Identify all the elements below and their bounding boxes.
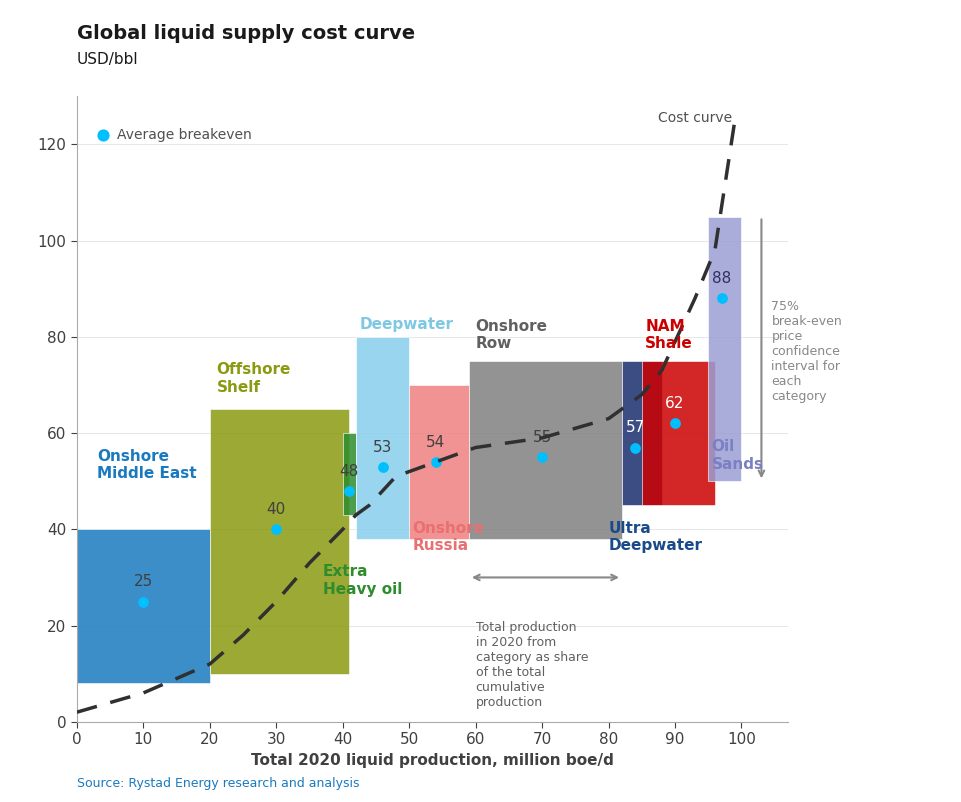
Text: Source: Rystad Energy research and analysis: Source: Rystad Energy research and analy… [77,777,359,790]
Text: 53: 53 [373,439,392,455]
Text: 88: 88 [712,271,731,286]
Text: Total production
in 2020 from
category as share
of the total
cumulative
producti: Total production in 2020 from category a… [476,621,588,709]
Bar [622,361,662,505]
Text: 57: 57 [626,420,645,435]
Point [628,441,643,454]
Text: 40: 40 [266,502,285,517]
Text: 75%
break-even
price
confidence
interval for
each
category: 75% break-even price confidence interval… [772,300,842,403]
Text: 48: 48 [340,464,359,479]
Bar [343,433,356,515]
Text: Onshore
Middle East: Onshore Middle East [97,449,196,481]
Text: 55: 55 [532,430,552,445]
Text: Cost curve: Cost curve [658,111,732,124]
Text: 54: 54 [426,435,445,450]
Point [534,451,550,464]
Point [375,460,390,473]
Text: 62: 62 [665,396,685,411]
X-axis label: Total 2020 liquid production, million boe/d: Total 2020 liquid production, million bo… [251,753,614,768]
Point [428,456,443,468]
Text: NAM
Shale: NAM Shale [645,319,693,351]
Text: Oil
Sands: Oil Sands [711,439,764,472]
Bar [642,361,715,505]
Bar [77,529,209,683]
Text: Onshore
Row: Onshore Row [476,319,548,351]
Bar [209,409,350,674]
Text: Extra
Heavy oil: Extra Heavy oil [323,565,402,597]
Point [136,595,151,608]
Point [268,523,283,536]
Bar [409,385,469,539]
Text: 25: 25 [134,574,153,589]
Text: Offshore
Shelf: Offshore Shelf [216,363,291,395]
Text: Deepwater: Deepwater [359,317,454,332]
Point [667,417,682,430]
Bar [356,337,409,539]
Point [342,484,357,497]
Text: Onshore
Russia: Onshore Russia [412,521,484,553]
Text: Global liquid supply cost curve: Global liquid supply cost curve [77,24,415,43]
Text: USD/bbl: USD/bbl [77,52,138,67]
Text: Ultra
Deepwater: Ultra Deepwater [608,521,702,553]
Point [96,128,111,141]
Text: Average breakeven: Average breakeven [116,128,252,142]
Bar [708,217,742,481]
Point [714,292,729,305]
Bar [469,361,622,539]
